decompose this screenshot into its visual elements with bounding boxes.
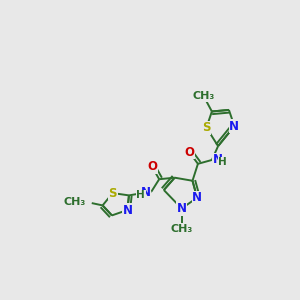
Text: O: O [184, 146, 194, 159]
Text: S: S [202, 121, 211, 134]
Text: CH₃: CH₃ [192, 91, 214, 101]
Text: S: S [108, 187, 117, 200]
Text: N: N [122, 203, 132, 217]
Text: CH₃: CH₃ [170, 224, 193, 233]
Text: N: N [230, 120, 239, 133]
Text: CH₃: CH₃ [63, 196, 86, 206]
Text: N: N [192, 191, 202, 204]
Text: H: H [218, 157, 227, 167]
Text: N: N [177, 202, 187, 215]
Text: O: O [147, 160, 157, 173]
Text: N: N [213, 154, 223, 166]
Text: N: N [141, 186, 151, 199]
Text: H: H [136, 190, 145, 200]
